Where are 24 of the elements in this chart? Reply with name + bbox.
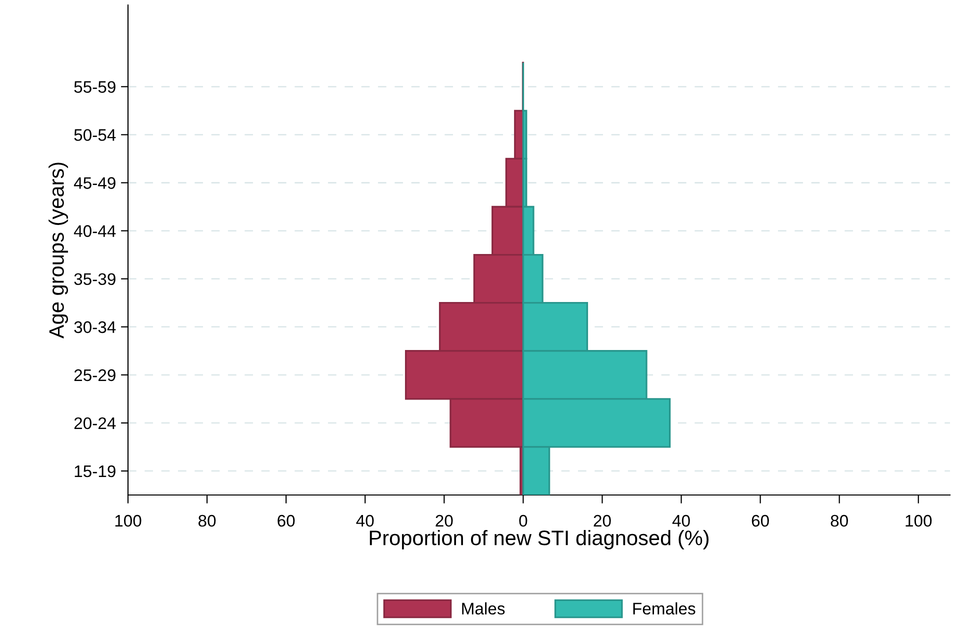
x-tick-label: 60 <box>752 514 769 527</box>
x-tick-label: 40 <box>356 514 374 527</box>
y-tick-label: 15-19 <box>74 465 116 478</box>
y-tick-label: 55-59 <box>74 81 116 93</box>
y-tick-label: 40-44 <box>74 225 116 237</box>
y-tick-label: 50-54 <box>74 129 116 141</box>
x-tick-label: 100 <box>906 514 932 527</box>
y-axis-title: Age groups (years) <box>48 162 68 339</box>
legend-label: Males <box>462 602 505 615</box>
y-tick-label: 25-29 <box>74 369 116 382</box>
y-tick-label: 20-24 <box>74 417 116 430</box>
x-tick-label: 80 <box>830 514 848 527</box>
y-tick-label: 30-34 <box>74 321 116 334</box>
x-axis-title: Proportion of new STI diagnosed (%) <box>370 530 709 550</box>
legend-label: Females <box>633 602 696 615</box>
y-tick-label: 45-49 <box>74 177 116 189</box>
x-tick-label: 20 <box>436 514 453 527</box>
x-tick-label: 100 <box>115 514 142 527</box>
x-tick-label: 80 <box>198 514 216 527</box>
y-tick-label: 35-39 <box>74 273 116 286</box>
x-tick-label: 60 <box>278 514 295 527</box>
x-tick-label: 20 <box>594 514 611 527</box>
x-tick-label: 40 <box>672 514 690 527</box>
x-tick-label: 0 <box>519 514 528 527</box>
